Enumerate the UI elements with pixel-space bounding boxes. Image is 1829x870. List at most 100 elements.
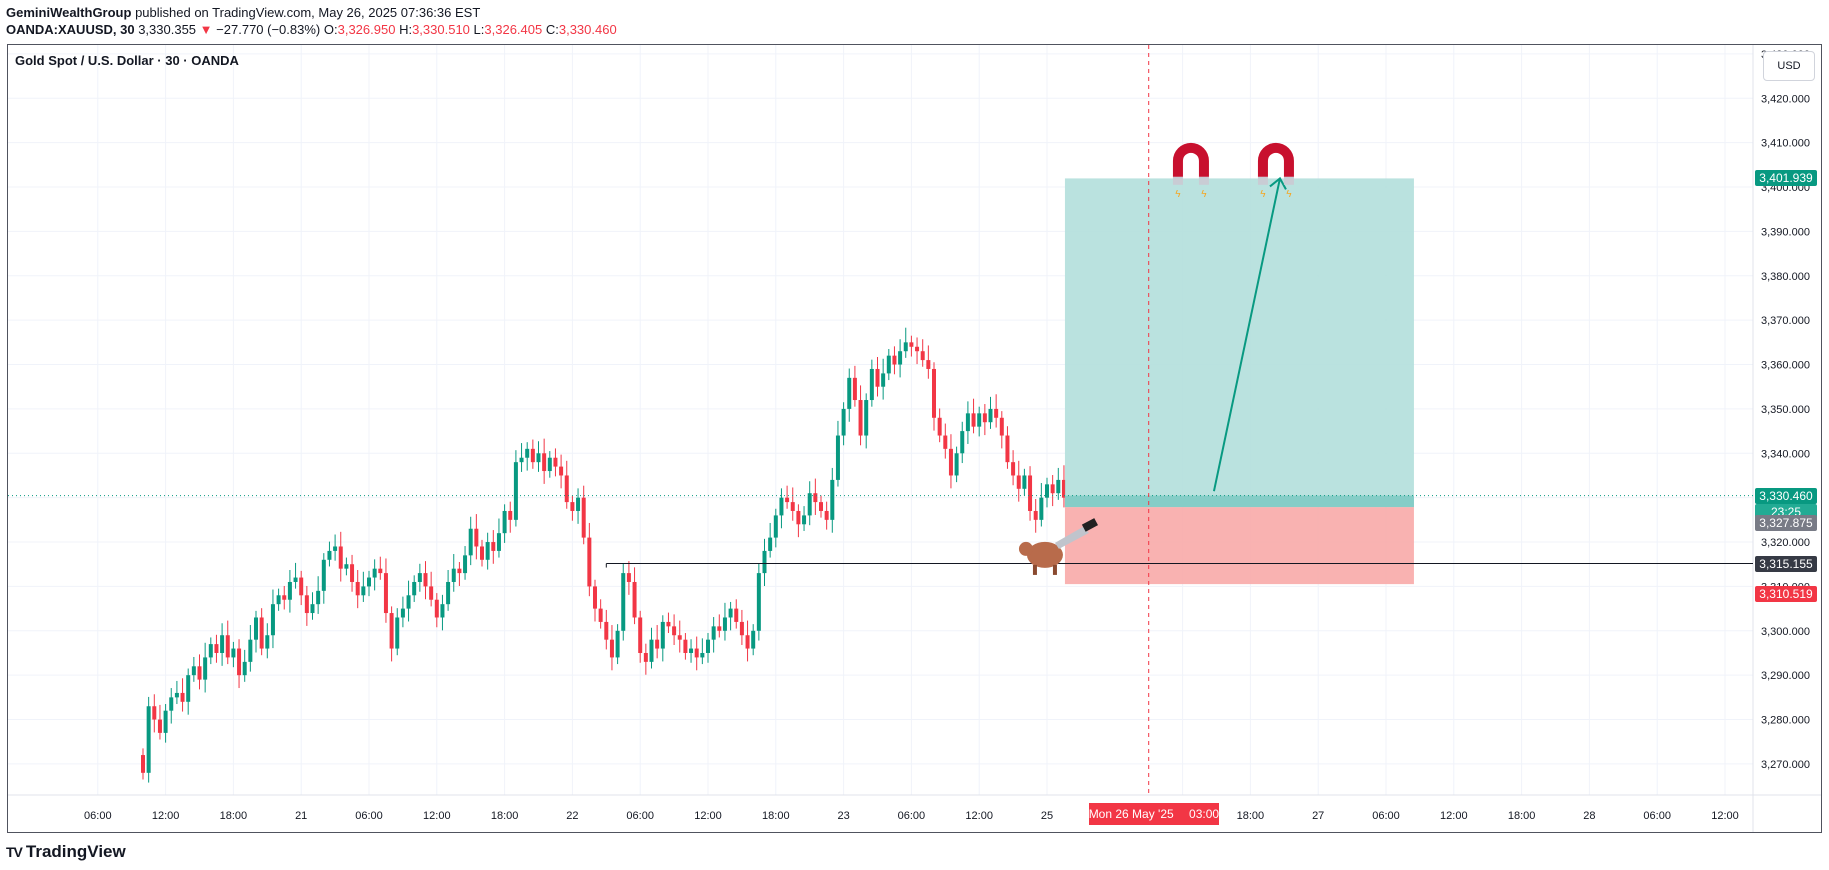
- candle-body: [174, 692, 179, 698]
- candle-body: [361, 586, 366, 596]
- bull-head: [1018, 541, 1033, 556]
- candle-body: [598, 608, 603, 622]
- candle-body: [372, 568, 377, 578]
- price-tick-label: 3,300.000: [1761, 626, 1810, 638]
- close-value: 3,330.460: [558, 22, 617, 37]
- candle-body: [790, 502, 795, 511]
- tradingview-logo-text: TradingView: [25, 842, 126, 861]
- time-tick-label: 28: [1583, 810, 1595, 822]
- candle-body: [451, 568, 456, 582]
- candle-body: [1033, 510, 1038, 520]
- chart-title: Gold Spot / U.S. Dollar · 30 · OANDA: [15, 53, 239, 68]
- publisher-name[interactable]: GeminiWealthGroup: [6, 5, 132, 20]
- candle-body: [406, 595, 411, 609]
- price-tick-label: 3,350.000: [1761, 404, 1810, 416]
- candle-body: [525, 448, 530, 458]
- candle-body: [276, 595, 281, 605]
- change-down-icon: ▼: [199, 22, 213, 37]
- spark-icon: ϟ: [1286, 189, 1292, 200]
- candle-body: [706, 639, 710, 653]
- candle-body: [655, 639, 660, 649]
- time-tick-label: 18:00: [762, 810, 790, 822]
- candle-body: [819, 502, 823, 511]
- candle-body: [672, 626, 677, 636]
- crosshair-time-tag: Mon 26 May '25 03:00: [1088, 803, 1220, 825]
- candle-body: [892, 355, 897, 365]
- candlestick-chart[interactable]: 3,270.000 3,280.000 3,290.000 3,300.000 3,31…: [8, 45, 1821, 832]
- candle-body: [1045, 484, 1049, 498]
- candle-body: [660, 621, 665, 649]
- candle-body: [293, 577, 298, 582]
- profit-fill: [1064, 495, 1414, 508]
- candle-body: [638, 617, 643, 653]
- candle-body: [898, 351, 903, 365]
- candle-body: [242, 661, 247, 676]
- candle-body: [474, 528, 479, 547]
- time-tick-label: 06:00: [626, 810, 654, 822]
- candle-body: [423, 573, 428, 587]
- candle-body: [971, 413, 976, 427]
- candle-body: [835, 435, 840, 480]
- time-tick-label: 27: [1312, 810, 1324, 822]
- low-label: L:: [473, 22, 485, 37]
- time-tick-label: 18:00: [491, 810, 519, 822]
- candle-body: [762, 550, 767, 574]
- candle-body: [677, 635, 682, 640]
- candle-body: [864, 400, 869, 436]
- candle-body: [711, 626, 716, 640]
- candle-body: [626, 573, 631, 582]
- candle-body: [852, 377, 857, 401]
- candle-body: [847, 377, 852, 409]
- candle-body: [197, 666, 202, 680]
- target-arrow-line: [1212, 178, 1281, 492]
- candle-body: [593, 586, 597, 609]
- currency-button[interactable]: USD: [1763, 51, 1815, 81]
- candle-body: [926, 360, 931, 369]
- tradingview-logo-icon: TV: [6, 844, 23, 860]
- candle-body: [999, 417, 1004, 436]
- bull-leg: [1032, 564, 1037, 575]
- price-tick-label: 3,280.000: [1761, 715, 1810, 727]
- candle-body: [270, 604, 275, 636]
- candle-body: [502, 510, 507, 534]
- candle-body: [383, 573, 388, 614]
- candle-body: [259, 617, 264, 649]
- candle-body: [485, 542, 490, 560]
- candle-body: [728, 608, 733, 618]
- candle-body: [1005, 435, 1010, 463]
- candle-body: [304, 595, 309, 614]
- crosshair-date: Mon 26 May '25: [1088, 807, 1174, 821]
- stop-price-tag: 3,310.519: [1755, 586, 1817, 603]
- candle-body: [869, 368, 874, 401]
- stop-zone: [1064, 507, 1414, 585]
- candle-body: [457, 568, 462, 574]
- candle-body: [203, 657, 208, 680]
- chart-pane[interactable]: 3,270.000 3,280.000 3,290.000 3,300.000 3,31…: [7, 44, 1822, 833]
- arrow-head-icon: [1269, 176, 1287, 190]
- candle-body: [734, 608, 739, 622]
- candle-body: [1028, 475, 1033, 511]
- candle-body: [333, 546, 338, 551]
- close-label: C:: [545, 22, 559, 37]
- candle-body: [1056, 479, 1061, 494]
- price-tick-label: 3,420.000: [1761, 93, 1810, 105]
- knife-icon: [1054, 526, 1089, 549]
- magnet-tip: [1172, 176, 1183, 185]
- open-value: 3,326.950: [337, 22, 396, 37]
- low-value: 3,326.405: [484, 22, 543, 37]
- candle-body: [739, 621, 744, 636]
- candle-body: [960, 431, 965, 454]
- current-price-tag: 3,330.460: [1755, 487, 1817, 504]
- tradingview-logo[interactable]: TV TradingView: [6, 842, 126, 862]
- candle-body: [157, 719, 162, 733]
- candle-body: [886, 355, 891, 374]
- candle-body: [830, 479, 835, 520]
- candle-body: [643, 652, 648, 662]
- candle-body: [982, 413, 987, 423]
- time-tick-label: 06:00: [84, 810, 112, 822]
- spark-icon: ϟ: [1260, 189, 1266, 200]
- candle-body: [965, 413, 970, 432]
- time-tick-label: 06:00: [355, 810, 383, 822]
- bull-icon: [1026, 541, 1063, 568]
- candle-body: [1061, 479, 1066, 498]
